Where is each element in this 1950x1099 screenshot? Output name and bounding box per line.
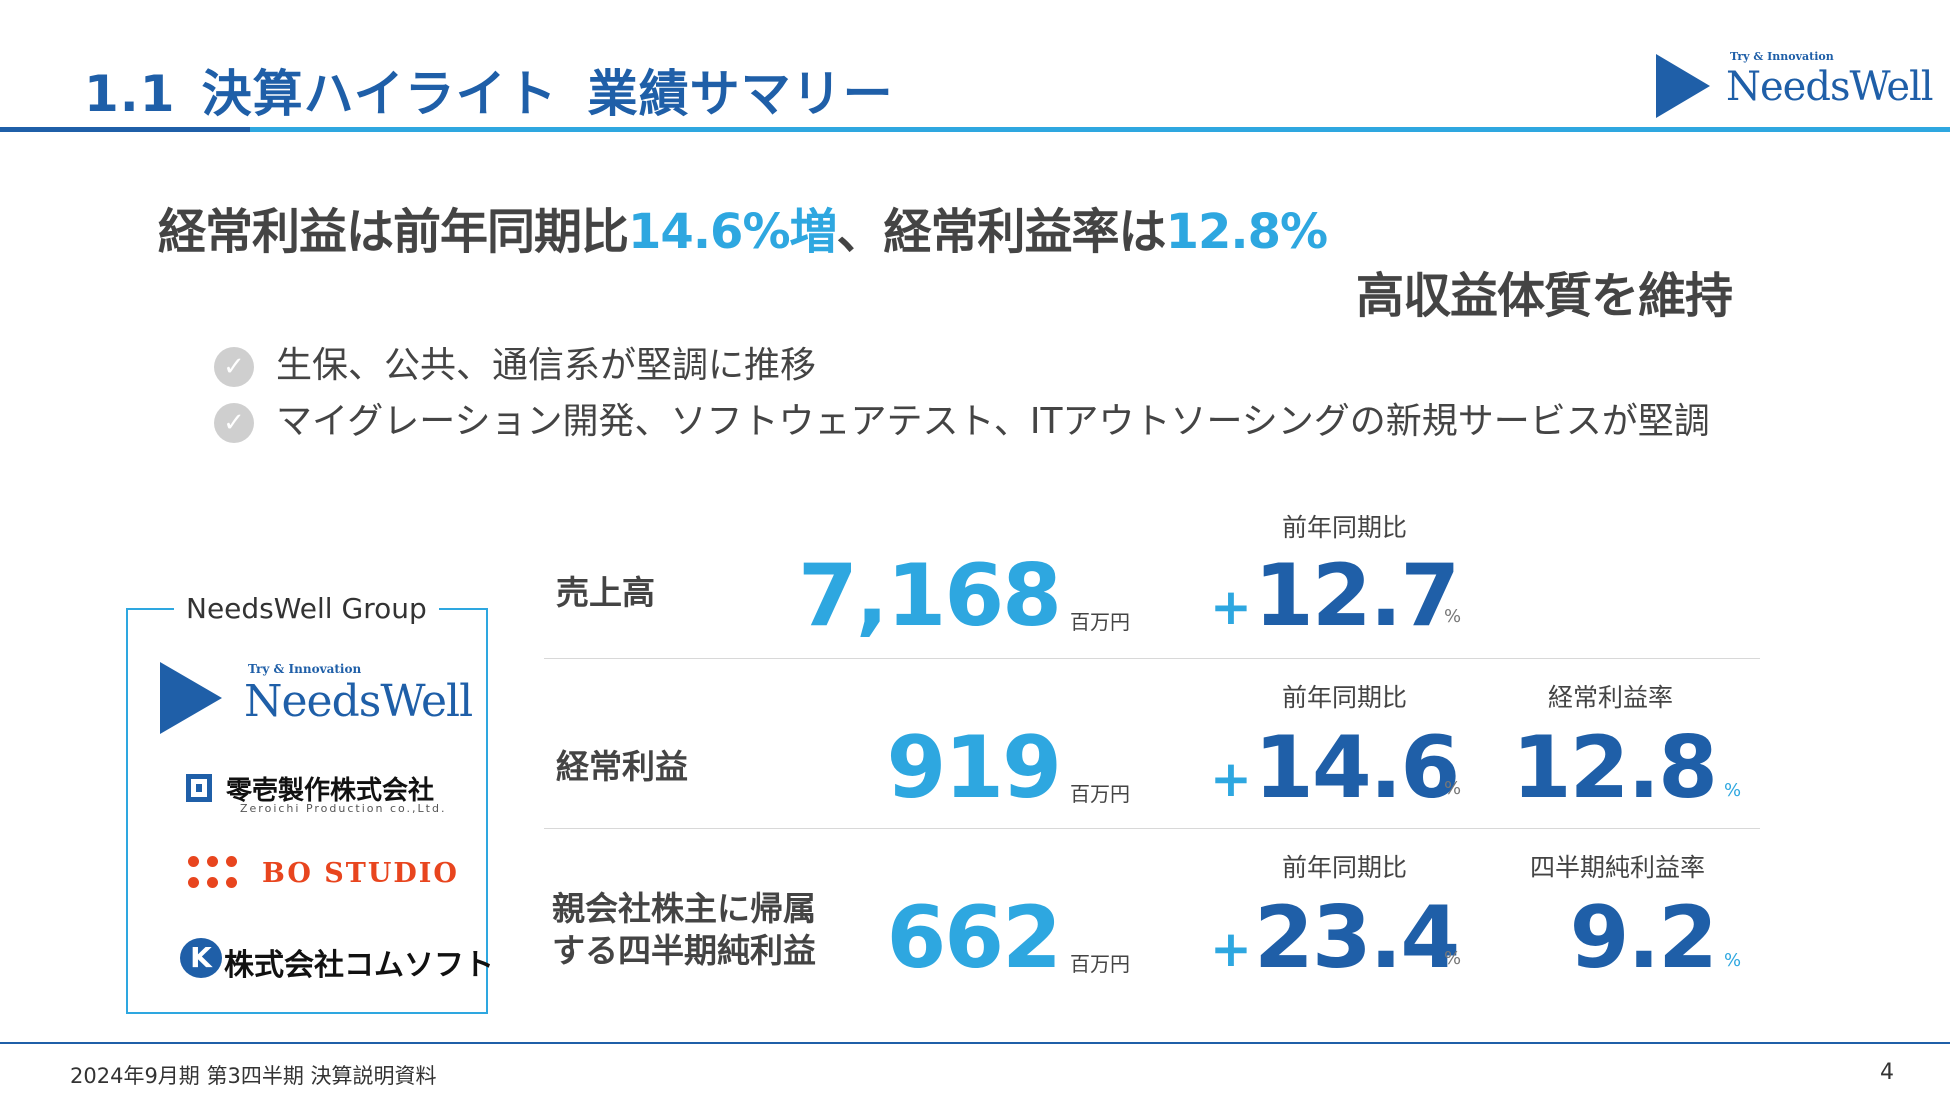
metric-value-net-income: 662 [886, 888, 1062, 988]
metric-unit: 百万円 [1070, 952, 1130, 976]
check-icon: ✓ [214, 347, 254, 387]
metric-label-net-income: 親会社株主に帰属 する四半期純利益 [552, 888, 816, 972]
group-needswell-tagline: Try & Innovation [248, 662, 362, 676]
section-number: 1.1 [84, 65, 176, 123]
metric-label-ordinary-profit: 経常利益 [556, 747, 688, 786]
group-label: NeedsWell Group [174, 592, 439, 625]
title-part2: 業績サマリー [587, 65, 894, 123]
yoy-plus-sign: + [1210, 920, 1252, 978]
ratio-caption: 四半期純利益率 [1530, 853, 1706, 882]
check-icon: ✓ [214, 403, 254, 443]
metric-yoy-net-income: 23.4 [1254, 888, 1460, 988]
yoy-plus-sign: + [1210, 750, 1252, 808]
zeroichi-name: 零壱製作株式会社 [226, 776, 435, 806]
logo-tagline: Try & Innovation [1730, 50, 1834, 63]
metric-yoy-ordinary-profit: 14.6 [1254, 718, 1460, 818]
yoy-unit: % [1444, 606, 1462, 627]
yoy-unit: % [1444, 778, 1462, 799]
headline-line2: 高収益体質を維持 [1356, 268, 1733, 324]
bullet-text: マイグレーション開発、ソフトウェアテスト、ITアウトソーシングの新規サービスが堅… [276, 401, 1710, 442]
headline-line1: 経常利益は前年同期比14.6%増、経常利益率は12.8% [158, 192, 1329, 262]
metric-unit: 百万円 [1070, 610, 1130, 634]
metric-label-line2: する四半期純利益 [552, 931, 816, 970]
bo-dots-icon [188, 856, 244, 892]
needswell-triangle-icon [160, 662, 222, 734]
header-divider-accent [0, 127, 250, 132]
footer-text: 2024年9月期 第3四半期 決算説明資料 [70, 1064, 437, 1088]
metric-label-line1: 親会社株主に帰属 [552, 889, 816, 928]
ratio-unit: % [1724, 780, 1742, 801]
metric-label-sales: 売上高 [556, 573, 655, 612]
zeroichi-square-icon [186, 774, 212, 802]
metric-ratio-ordinary: 12.8 [1511, 718, 1718, 818]
logo-brand: NeedsWell [1726, 64, 1934, 110]
ratio-caption: 経常利益率 [1548, 683, 1674, 712]
yoy-caption: 前年同期比 [1282, 683, 1408, 712]
needswell-triangle-icon [1656, 54, 1710, 118]
page-number: 4 [1880, 1060, 1894, 1085]
ratio-unit: % [1724, 950, 1742, 971]
comsoft-name: 株式会社コムソフト [224, 948, 494, 983]
metric-ratio-net: 9.2 [1569, 888, 1718, 988]
group-needswell-logo: Try & Innovation NeedsWell [160, 662, 473, 734]
zeroichi-sub: Zeroichi Production co.,Ltd. [240, 802, 447, 815]
yoy-caption: 前年同期比 [1282, 513, 1408, 542]
bullet-item: ✓ マイグレーション開発、ソフトウェアテスト、ITアウトソーシングの新規サービスが… [214, 392, 1710, 444]
metric-unit: 百万円 [1070, 782, 1130, 806]
yoy-unit: % [1444, 948, 1462, 969]
bo-studio-name: BO STUDIO [262, 858, 459, 889]
headline-highlight-yoy: 14.6%増 [628, 204, 838, 260]
row-divider [544, 658, 1760, 659]
headline-highlight-ratio: 12.8% [1165, 204, 1329, 260]
row-divider [544, 828, 1760, 829]
bullet-text: 生保、公共、通信系が堅調に推移 [276, 345, 817, 386]
metric-yoy-sales: 12.7 [1254, 546, 1460, 646]
yoy-plus-sign: + [1210, 578, 1252, 636]
page-title: 1.1 決算ハイライト 業績サマリー [84, 54, 894, 126]
bullet-item: ✓ 生保、公共、通信系が堅調に推移 [214, 336, 816, 388]
headline-text-a: 経常利益は前年同期比 [158, 204, 629, 260]
group-needswell-brand: NeedsWell [244, 676, 473, 727]
footer-divider [0, 1042, 1950, 1044]
yoy-caption: 前年同期比 [1282, 853, 1408, 882]
header-divider [0, 127, 1950, 132]
title-part1: 決算ハイライト [201, 65, 558, 123]
comsoft-k-icon: K [180, 938, 222, 978]
needswell-logo: Try & Innovation NeedsWell [1656, 50, 1934, 118]
metric-value-sales: 7,168 [797, 546, 1062, 646]
metric-value-ordinary-profit: 919 [886, 718, 1062, 818]
headline-text-b: 、経常利益率は [836, 204, 1167, 260]
